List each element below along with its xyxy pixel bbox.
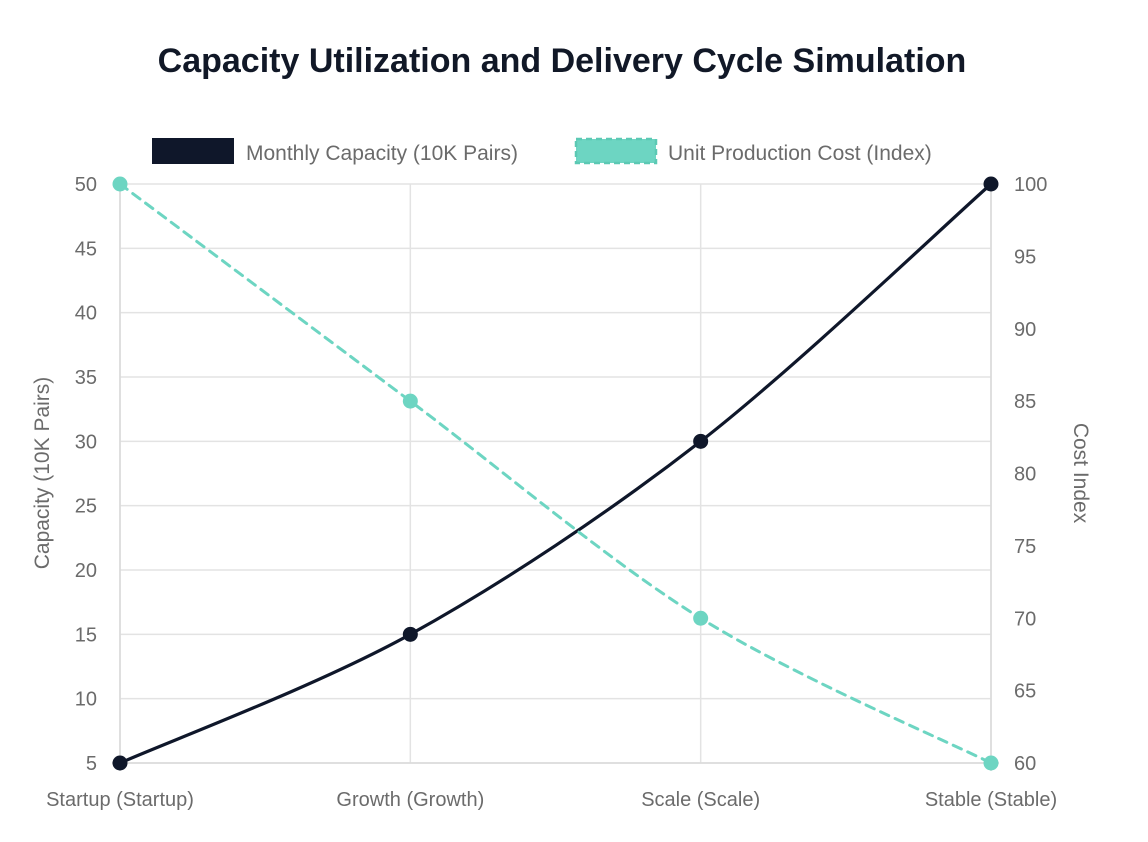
legend-item-cost[interactable]: Unit Production Cost (Index): [574, 137, 932, 165]
x-tick-label: Scale (Scale): [641, 789, 760, 811]
series-line-capacity: [118, 182, 993, 765]
data-point-cost[interactable]: [112, 176, 128, 192]
data-point-capacity[interactable]: [402, 626, 418, 642]
y-right-tick-label: 70: [1014, 608, 1036, 630]
y-left-tick-label: 5: [86, 753, 97, 775]
series-layer: [112, 176, 999, 771]
y-right-tick-label: 90: [1014, 319, 1036, 341]
y-left-tick-label: 15: [75, 624, 97, 646]
legend-label-cost: Unit Production Cost (Index): [668, 142, 932, 165]
y-axis-left-title: Capacity (10K Pairs): [31, 377, 54, 570]
y-left-tick-label: 35: [75, 367, 97, 389]
y-right-tick-label: 60: [1014, 753, 1036, 775]
y-left-tick-label: 10: [75, 689, 97, 711]
y-left-tick-label: 40: [75, 303, 97, 325]
axes-layer: 5 10 15 20 25 30 35 40 45 50 60 65 70 75 80 85 90 95 100 St…: [46, 174, 1057, 811]
legend-label-capacity: Monthly Capacity (10K Pairs): [246, 142, 518, 165]
data-point-cost[interactable]: [402, 393, 418, 409]
y-right-tick-label: 75: [1014, 536, 1036, 558]
y-right-tick-label: 80: [1014, 464, 1036, 486]
data-point-capacity[interactable]: [983, 176, 999, 192]
y-left-tick-label: 25: [75, 496, 97, 518]
legend-swatch-capacity: [152, 138, 234, 164]
y-right-tick-label: 100: [1014, 174, 1047, 196]
y-right-tick-label: 85: [1014, 391, 1036, 413]
y-left-tick-label: 45: [75, 238, 97, 260]
data-point-capacity[interactable]: [112, 755, 128, 771]
y-axis-right-title: Cost Index: [1069, 423, 1092, 524]
y-left-tick-label: 20: [75, 560, 97, 582]
y-right-tick-label: 65: [1014, 681, 1036, 703]
y-left-tick-label: 50: [75, 174, 97, 196]
legend-item-capacity[interactable]: Monthly Capacity (10K Pairs): [152, 138, 518, 165]
x-tick-label: Stable (Stable): [925, 789, 1057, 811]
grid-layer: [119, 183, 992, 764]
x-tick-label: Growth (Growth): [336, 789, 484, 811]
series-line-cost: [118, 182, 993, 765]
y-right-tick-label: 95: [1014, 246, 1036, 268]
data-point-capacity[interactable]: [693, 433, 709, 449]
legend-swatch-cost: [574, 137, 658, 165]
legend: Monthly Capacity (10K Pairs) Unit Produc…: [152, 137, 932, 165]
data-point-cost[interactable]: [693, 610, 709, 626]
x-tick-label: Startup (Startup): [46, 789, 194, 811]
data-point-cost[interactable]: [983, 755, 999, 771]
y-left-tick-label: 30: [75, 431, 97, 453]
chart-title: Capacity Utilization and Delivery Cycle …: [158, 42, 967, 80]
